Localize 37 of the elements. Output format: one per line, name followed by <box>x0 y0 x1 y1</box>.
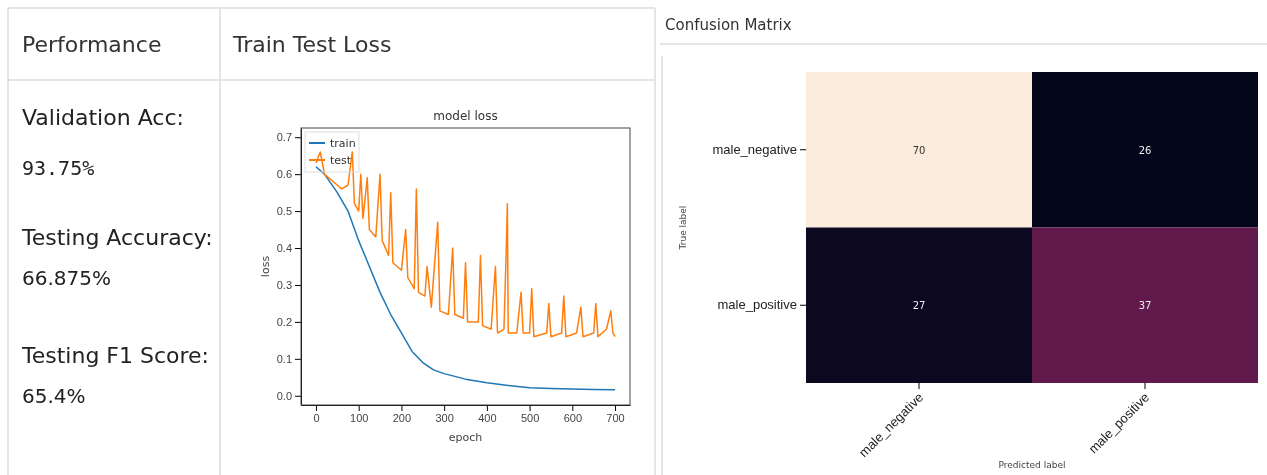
x-tick-label: 0 <box>313 411 320 424</box>
x-tick-label: 600 <box>563 411 582 424</box>
y-tick-label: 0.0 <box>276 389 292 402</box>
y-tick-label: 0.7 <box>276 131 292 144</box>
y-tick-label: 0.3 <box>276 278 292 291</box>
x-tick-label: 400 <box>478 411 497 424</box>
y-axis-title: loss <box>259 255 272 278</box>
data-label: 26 <box>1138 144 1152 156</box>
x-tick-label: 200 <box>392 411 412 424</box>
x-axis-title: Predicted label <box>998 460 1066 470</box>
x-tick-label: 100 <box>350 411 369 424</box>
y-tick-label: 0.2 <box>276 315 292 328</box>
y-tick-label: 0.4 <box>276 242 292 255</box>
x-tick-label: 700 <box>606 411 625 424</box>
chart-title: Confusion Matrix <box>665 16 792 34</box>
text: Testing Accuracy: <box>21 225 213 250</box>
text: 93.75% <box>22 156 95 180</box>
x-tick-label: 500 <box>520 411 540 424</box>
y-tick-label: 0.1 <box>276 352 292 365</box>
legend-label: test <box>330 154 352 167</box>
text: Testing F1 Score: <box>21 343 210 368</box>
chart-title: Train Test Loss <box>232 32 392 57</box>
legend-label: train <box>330 137 356 150</box>
line-series <box>315 166 616 391</box>
text: Performance <box>22 32 162 57</box>
data-label: 70 <box>912 144 926 156</box>
text: 65.4% <box>22 384 86 408</box>
text: Validation Acc: <box>22 105 184 130</box>
data-label: 37 <box>1138 300 1152 312</box>
text: 66.875% <box>22 266 111 290</box>
chart-subtitle: model loss <box>433 109 498 123</box>
data-label: 27 <box>912 300 926 312</box>
x-tick-label: 300 <box>435 411 454 424</box>
y-tick-label: 0.5 <box>276 205 292 218</box>
x-axis-title: epoch <box>448 431 483 444</box>
y-axis-title: True label <box>678 205 688 251</box>
y-tick-label: 0.6 <box>276 168 292 181</box>
